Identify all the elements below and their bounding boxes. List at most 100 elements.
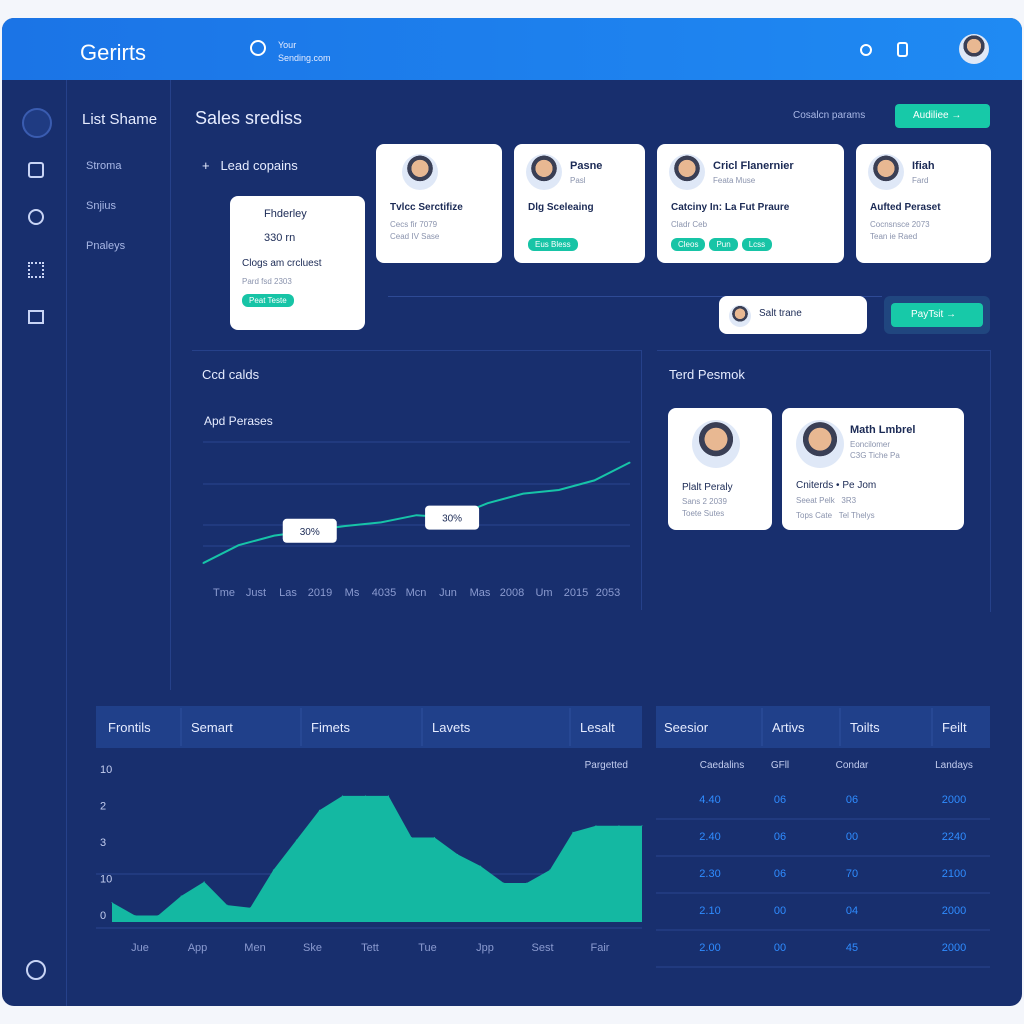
card-name: Tvlcc Serctifize: [390, 202, 463, 213]
button-text[interactable]: Audiliee: [913, 110, 949, 121]
cell: 2.10: [699, 905, 720, 917]
point: [416, 514, 417, 516]
column-header: Artivs: [772, 720, 805, 735]
nav-icon[interactable]: [28, 262, 44, 278]
lead-text: Clogs am crcluest: [242, 258, 322, 269]
power-icon[interactable]: [26, 960, 46, 980]
y-tick-label: 3: [100, 837, 106, 849]
point: [457, 853, 459, 855]
pay-wrap: PayTsit →: [884, 296, 990, 334]
card-top-sub: Feata Muse: [713, 176, 756, 185]
charts: 30% 30% Tme Just Las 2019 Ms 4035 Mcn Jun Mas 2008 U…: [96, 441, 990, 968]
card-line: Tean ie Raed: [870, 232, 918, 241]
lead-sub: Pard fsd 2303: [242, 277, 292, 286]
add-lead[interactable]: + Lead copains: [202, 158, 298, 173]
x-tick-label: Just: [246, 587, 266, 599]
callout-label: 30%: [300, 527, 320, 538]
top-bar: Gerirts Your Sending.com: [2, 18, 1022, 80]
card-line: Cladr Ceb: [671, 220, 708, 229]
x-tick-label: Tme: [213, 587, 235, 599]
x-tick-label: Jun: [439, 587, 457, 599]
cell: 2.30: [699, 868, 720, 880]
detail-key: Cniterds: [796, 480, 834, 491]
point: [549, 869, 551, 871]
cell: 04: [846, 905, 858, 917]
person-name: Plalt Peraly: [682, 482, 733, 493]
nav-icon[interactable]: [28, 209, 44, 225]
x-tick-label: 2053: [596, 587, 620, 599]
nav-icon[interactable]: [28, 162, 44, 178]
column-header: Seesior: [664, 720, 709, 735]
icon[interactable]: [860, 44, 872, 56]
x-tick-label: Las: [279, 587, 297, 599]
detail-value: Pe Jom: [842, 480, 877, 491]
point: [341, 795, 343, 797]
tag: Cleos: [671, 238, 706, 251]
point: [618, 825, 620, 827]
point: [480, 865, 482, 867]
person-sub: Eoncilomer: [850, 440, 891, 449]
callout: [282, 518, 337, 543]
y-tick-label: 2: [100, 801, 106, 813]
avatar: [868, 154, 904, 190]
detail-value: Tel Thelys: [838, 511, 875, 520]
nav-icon[interactable]: [22, 108, 52, 138]
point: [434, 837, 436, 838]
button[interactable]: Audiliee →: [895, 104, 990, 128]
avatar: [692, 420, 740, 468]
profile-card[interactable]: Ifiah Fard Aufted Peraset Cocnsnsce 2073 Tea…: [856, 144, 991, 263]
cell: 06: [774, 794, 786, 806]
point: [134, 915, 136, 916]
point: [572, 831, 574, 833]
point: [411, 837, 413, 838]
card-top: Pasne: [570, 160, 603, 172]
x-tick-label: Ms: [345, 587, 360, 599]
cell: 45: [846, 942, 858, 954]
link[interactable]: Cosalcn params: [793, 110, 866, 121]
search-text[interactable]: Sending.com: [278, 53, 331, 63]
callout: [425, 505, 480, 530]
avatar: [796, 420, 844, 468]
icon[interactable]: [897, 42, 908, 57]
card-top-sub: Fard: [912, 176, 929, 185]
x-tick-label: 2019: [308, 587, 332, 599]
header-bg: [96, 706, 642, 748]
profile-card[interactable]: Pasne Pasl Dlg Sceleaing Eus Bless: [514, 144, 645, 263]
point: [380, 521, 382, 523]
person-details: Cniterds • Pe Jom Seeat Pelk 3R3 Tops Ca…: [796, 480, 877, 520]
chart-subtitle: Apd Perases: [204, 414, 273, 428]
column-header: Lesalt: [580, 720, 615, 735]
button-text[interactable]: PayTsit: [911, 309, 944, 320]
detail-value: 3R3: [841, 496, 857, 505]
search-icon[interactable]: [250, 40, 266, 56]
point: [558, 489, 560, 491]
point: [111, 902, 113, 903]
column-header: Lavets: [432, 720, 471, 735]
x-tick-label: App: [188, 942, 208, 954]
person-sub: Sans 2 2039: [682, 497, 727, 506]
x-tick-label: Jue: [131, 942, 149, 954]
point: [318, 809, 320, 811]
avatar[interactable]: [959, 34, 989, 64]
divider: [66, 80, 67, 1006]
profile-card[interactable]: Tvlcc Serctifize Cecs fir 7079 Cead IV Sas…: [376, 144, 502, 263]
search-text[interactable]: Your: [278, 40, 297, 50]
x-tick-label: Sest: [531, 942, 553, 954]
point: [202, 562, 204, 564]
section-title: Sales srediss: [195, 108, 303, 128]
x-tick-label: Tue: [418, 942, 437, 954]
add-lead-text[interactable]: Lead copains: [220, 158, 298, 173]
x-tick-label: Tett: [361, 942, 379, 954]
x-tick-label: Mas: [470, 587, 491, 599]
app: Gerirts Your Sending.com List Shame Sale…: [2, 18, 1022, 1006]
tags: Eus Bless: [528, 234, 582, 252]
profile-card[interactable]: Cricl Flanernier Feata Muse Catciny In: La…: [657, 144, 844, 263]
button[interactable]: PayTsit →: [891, 303, 983, 327]
card-name: Catciny In: La Fut Praure: [671, 202, 790, 213]
lead-card[interactable]: Fhderley 330 rn Clogs am crcluest Pard f…: [230, 196, 365, 330]
nav-icon[interactable]: [28, 310, 44, 324]
cell: 2100: [942, 868, 966, 880]
note: Pargetted: [585, 760, 628, 771]
cell: 2000: [942, 942, 966, 954]
brand: Gerirts: [80, 40, 146, 65]
